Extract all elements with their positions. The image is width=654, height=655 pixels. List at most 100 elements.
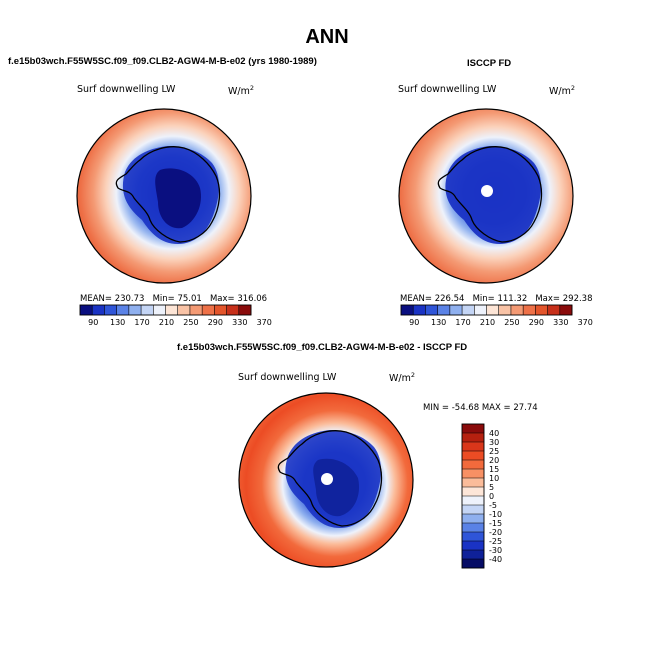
left-colorbar-swatch bbox=[141, 305, 154, 315]
diff-minmax-label: MIN = -54.68 MAX = 27.74 bbox=[423, 403, 538, 413]
diff-colorbar-tick-label: 15 bbox=[489, 465, 499, 474]
right-colorbar-swatch bbox=[559, 305, 573, 315]
diff-colorbar-tick-label: -5 bbox=[489, 501, 497, 510]
left-colorbar-tick-label: 90 bbox=[88, 318, 98, 327]
diff-colorbar-frame bbox=[461, 423, 485, 569]
diff-colorbar-tick-label: 10 bbox=[489, 474, 499, 483]
right-missing-data-pole bbox=[481, 185, 493, 197]
right-colorbar-swatch bbox=[486, 305, 500, 315]
right-antarctica-coastline bbox=[437, 146, 543, 243]
diff-colorbar-swatch bbox=[462, 478, 484, 488]
page-title: ANN bbox=[305, 26, 349, 48]
right-colorbar-tick-label: 170 bbox=[455, 318, 470, 327]
diff-colorbar-swatch bbox=[462, 559, 484, 569]
diff-colorbar-tick-label: -20 bbox=[489, 528, 502, 537]
right-colorbar-swatch bbox=[523, 305, 536, 315]
left-colorbar-tick-label: 370 bbox=[257, 318, 272, 327]
right-colorbar: 90 130 170 210 250 290 330 370 bbox=[400, 304, 593, 327]
right-colorbar-swatch bbox=[535, 305, 548, 315]
diff-colorbar-tick-label: 20 bbox=[489, 456, 499, 465]
diff-colorbar-tick-label: 30 bbox=[489, 438, 499, 447]
diff-colorbar-tick-label: -10 bbox=[489, 510, 502, 519]
left-colorbar-tick-label: 330 bbox=[232, 318, 247, 327]
left-colorbar-tick-label: 290 bbox=[208, 318, 223, 327]
left-colorbar-tick-label: 250 bbox=[183, 318, 198, 327]
left-polar-map bbox=[76, 108, 252, 284]
right-colorbar-tick-label: 130 bbox=[431, 318, 446, 327]
diff-missing-data-pole bbox=[321, 473, 333, 485]
right-colorbar-swatch bbox=[413, 305, 426, 315]
left-colorbar-swatch bbox=[214, 305, 227, 315]
diff-colorbar-swatch bbox=[462, 532, 484, 542]
left-variable-label: Surf downwelling LW bbox=[77, 84, 176, 95]
right-panel-header: ISCCP FD bbox=[467, 58, 512, 69]
left-colorbar-tick-label: 170 bbox=[134, 318, 149, 327]
right-colorbar-swatch bbox=[462, 305, 475, 315]
right-colorbar-tick-label: 90 bbox=[409, 318, 419, 327]
diff-colorbar-swatch bbox=[462, 469, 484, 479]
left-colorbar-swatch bbox=[153, 305, 166, 315]
left-colorbar-swatch bbox=[92, 305, 105, 315]
left-colorbar-swatch bbox=[80, 305, 93, 315]
right-variable-label: Surf downwelling LW bbox=[398, 84, 497, 95]
diff-colorbar-swatch bbox=[462, 451, 484, 461]
diff-colorbar-tick-label: -40 bbox=[489, 555, 502, 564]
right-units-label: W/m2 bbox=[549, 84, 575, 98]
left-stats: MEAN= 230.73 Min= 75.01 Max= 316.06 bbox=[80, 294, 268, 304]
diff-colorbar-swatch bbox=[462, 514, 484, 524]
diff-colorbar-swatch bbox=[462, 424, 484, 434]
diff-colorbar-tick-label: 5 bbox=[489, 483, 494, 492]
right-polar-map bbox=[398, 108, 574, 284]
left-units-label: W/m2 bbox=[228, 84, 254, 98]
diff-colorbar-swatch bbox=[462, 496, 484, 506]
diff-variable-label: Surf downwelling LW bbox=[238, 372, 337, 383]
right-colorbar-tick-label: 330 bbox=[553, 318, 568, 327]
diff-colorbar-tick-label: -15 bbox=[489, 519, 502, 528]
right-colorbar-swatch bbox=[401, 305, 414, 315]
diff-colorbar-swatch bbox=[462, 487, 484, 497]
diff-colorbar-swatch bbox=[462, 541, 484, 551]
left-colorbar-swatch bbox=[238, 305, 252, 315]
right-colorbar-frame bbox=[400, 304, 573, 316]
left-colorbar-tick-label: 130 bbox=[110, 318, 125, 327]
left-panel-header: f.e15b03wch.F55W5SC.f09_f09.CLB2-AGW4-M-… bbox=[8, 56, 317, 67]
right-colorbar-tick-label: 290 bbox=[529, 318, 544, 327]
diff-colorbar-swatch bbox=[462, 550, 484, 560]
right-colorbar-swatch bbox=[437, 305, 451, 315]
right-colorbar-swatch bbox=[474, 305, 487, 315]
diff-colorbar-swatch bbox=[462, 442, 484, 452]
right-colorbar-tick-label: 210 bbox=[480, 318, 495, 327]
left-colorbar-swatch bbox=[202, 305, 215, 315]
left-colorbar-swatch bbox=[189, 305, 203, 315]
left-antarctica-coastline bbox=[115, 146, 221, 243]
left-colorbar-swatch bbox=[128, 305, 142, 315]
right-stats: MEAN= 226.54 Min= 111.32 Max= 292.38 bbox=[400, 294, 593, 304]
diff-colorbar-swatch bbox=[462, 433, 484, 443]
right-colorbar-tick-label: 250 bbox=[504, 318, 519, 327]
left-colorbar-swatch bbox=[177, 305, 191, 315]
diff-colorbar-tick-label: -30 bbox=[489, 546, 502, 555]
diff-colorbar-swatch bbox=[462, 523, 484, 533]
diff-colorbar-tick-label: 40 bbox=[489, 429, 499, 438]
right-colorbar-swatch bbox=[449, 305, 463, 315]
diff-polar-map bbox=[238, 392, 414, 568]
left-colorbar-frame bbox=[79, 304, 252, 316]
left-colorbar: 90 130 170 210 250 290 330 370 bbox=[79, 304, 272, 327]
right-colorbar-tick-label: 370 bbox=[578, 318, 593, 327]
left-colorbar-tick-label: 210 bbox=[159, 318, 174, 327]
left-colorbar-swatch bbox=[165, 305, 179, 315]
diff-colorbar-tick-label: 0 bbox=[489, 492, 494, 501]
right-colorbar-swatch bbox=[510, 305, 524, 315]
left-colorbar-swatch bbox=[226, 305, 240, 315]
right-colorbar-swatch bbox=[547, 305, 561, 315]
right-map-border bbox=[398, 108, 574, 284]
left-map-border bbox=[76, 108, 252, 284]
right-colorbar-swatch bbox=[498, 305, 512, 315]
diff-map-border bbox=[238, 392, 414, 568]
right-colorbar-swatch bbox=[425, 305, 438, 315]
diff-colorbar-swatch bbox=[462, 460, 484, 470]
diff-panel-header: f.e15b03wch.F55W5SC.f09_f09.CLB2-AGW4-M-… bbox=[177, 342, 468, 353]
left-colorbar-swatch bbox=[116, 305, 130, 315]
